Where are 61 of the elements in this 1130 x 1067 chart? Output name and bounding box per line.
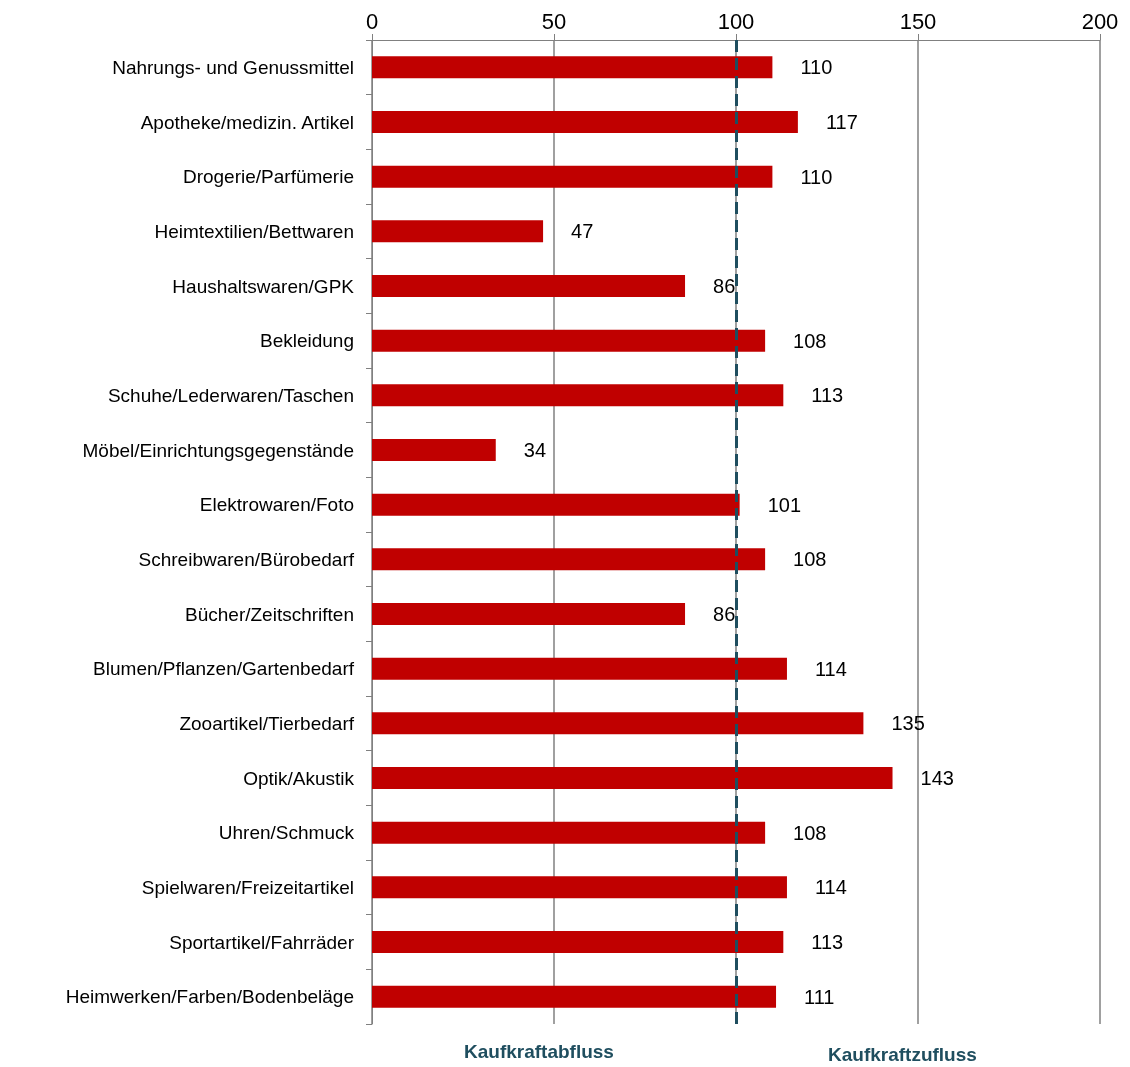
data-label: 110 xyxy=(800,56,833,79)
x-tick-label: 150 xyxy=(899,8,937,34)
data-label: 110 xyxy=(800,165,833,188)
bar xyxy=(372,603,686,625)
y-tick-label: Optik/Akustik xyxy=(243,767,355,789)
y-tick-label: Bücher/Zeitschriften xyxy=(185,603,354,625)
data-label: 113 xyxy=(811,384,844,407)
bar xyxy=(372,56,773,79)
bar xyxy=(372,767,893,789)
y-tick-label: Spielwaren/Freizeitartikel xyxy=(141,876,354,898)
data-label: 114 xyxy=(814,876,847,899)
bar xyxy=(372,111,798,133)
bar xyxy=(372,275,686,297)
bar xyxy=(372,220,544,243)
bar xyxy=(372,384,784,407)
data-label: 108 xyxy=(793,329,827,352)
y-tick-label: Möbel/Einrichtungsgegenstände xyxy=(82,439,354,461)
data-label: 135 xyxy=(891,712,925,735)
data-label: 108 xyxy=(793,548,827,571)
bar xyxy=(372,548,766,571)
data-label: 47 xyxy=(571,220,594,243)
data-label: 108 xyxy=(793,821,827,844)
text: Kaufkraftabfluss xyxy=(464,1041,614,1062)
data-label: 114 xyxy=(814,657,847,680)
bar xyxy=(372,931,784,953)
data-label: 143 xyxy=(920,767,954,789)
data-label: 111 xyxy=(804,985,835,1008)
y-tick-label: Blumen/Pflanzen/Gartenbedarf xyxy=(93,658,355,680)
x-tick-label: 50 xyxy=(541,8,567,34)
y-tick-label: Nahrungs- und Genussmittel xyxy=(112,56,354,78)
y-tick-label: Apotheke/medizin. Artikel xyxy=(140,111,354,133)
bar xyxy=(372,439,496,461)
data-label: 86 xyxy=(713,275,736,297)
y-tick-label: Heimtextilien/Bettwaren xyxy=(154,220,354,242)
data-label: 86 xyxy=(713,603,736,625)
y-tick-label: Schuhe/Lederwaren/Taschen xyxy=(107,384,354,406)
y-tick-label: Haushaltswaren/GPK xyxy=(172,275,355,297)
data-label: 117 xyxy=(825,111,858,133)
data-label: 113 xyxy=(811,931,844,953)
y-tick-label: Elektrowaren/Foto xyxy=(199,494,354,516)
y-tick-label: Heimwerken/Farben/Bodenbeläge xyxy=(65,986,354,1008)
bar xyxy=(372,657,787,680)
y-tick-label: Bekleidung xyxy=(259,330,354,352)
x-tick-label: 0 xyxy=(365,8,379,34)
bar xyxy=(372,985,777,1008)
data-label: 34 xyxy=(523,439,547,461)
y-tick-label: Sportartikel/Fahrräder xyxy=(169,931,355,953)
y-tick-label: Uhren/Schmuck xyxy=(218,822,355,844)
x-tick-label: 100 xyxy=(717,8,755,34)
bar xyxy=(372,876,787,899)
x-tick-label: 200 xyxy=(1081,8,1119,34)
bar xyxy=(372,493,740,516)
y-tick-label: Drogerie/Parfümerie xyxy=(182,166,354,188)
data-label: 101 xyxy=(767,493,802,516)
bar xyxy=(372,165,773,188)
y-tick-label: Schreibwaren/Bürobedarf xyxy=(138,548,355,570)
bar xyxy=(372,712,864,735)
text: Kaufkraftzufluss xyxy=(828,1044,977,1065)
bar xyxy=(372,329,766,352)
bar xyxy=(372,821,766,844)
y-tick-label: Zooartikel/Tierbedarf xyxy=(179,712,355,734)
